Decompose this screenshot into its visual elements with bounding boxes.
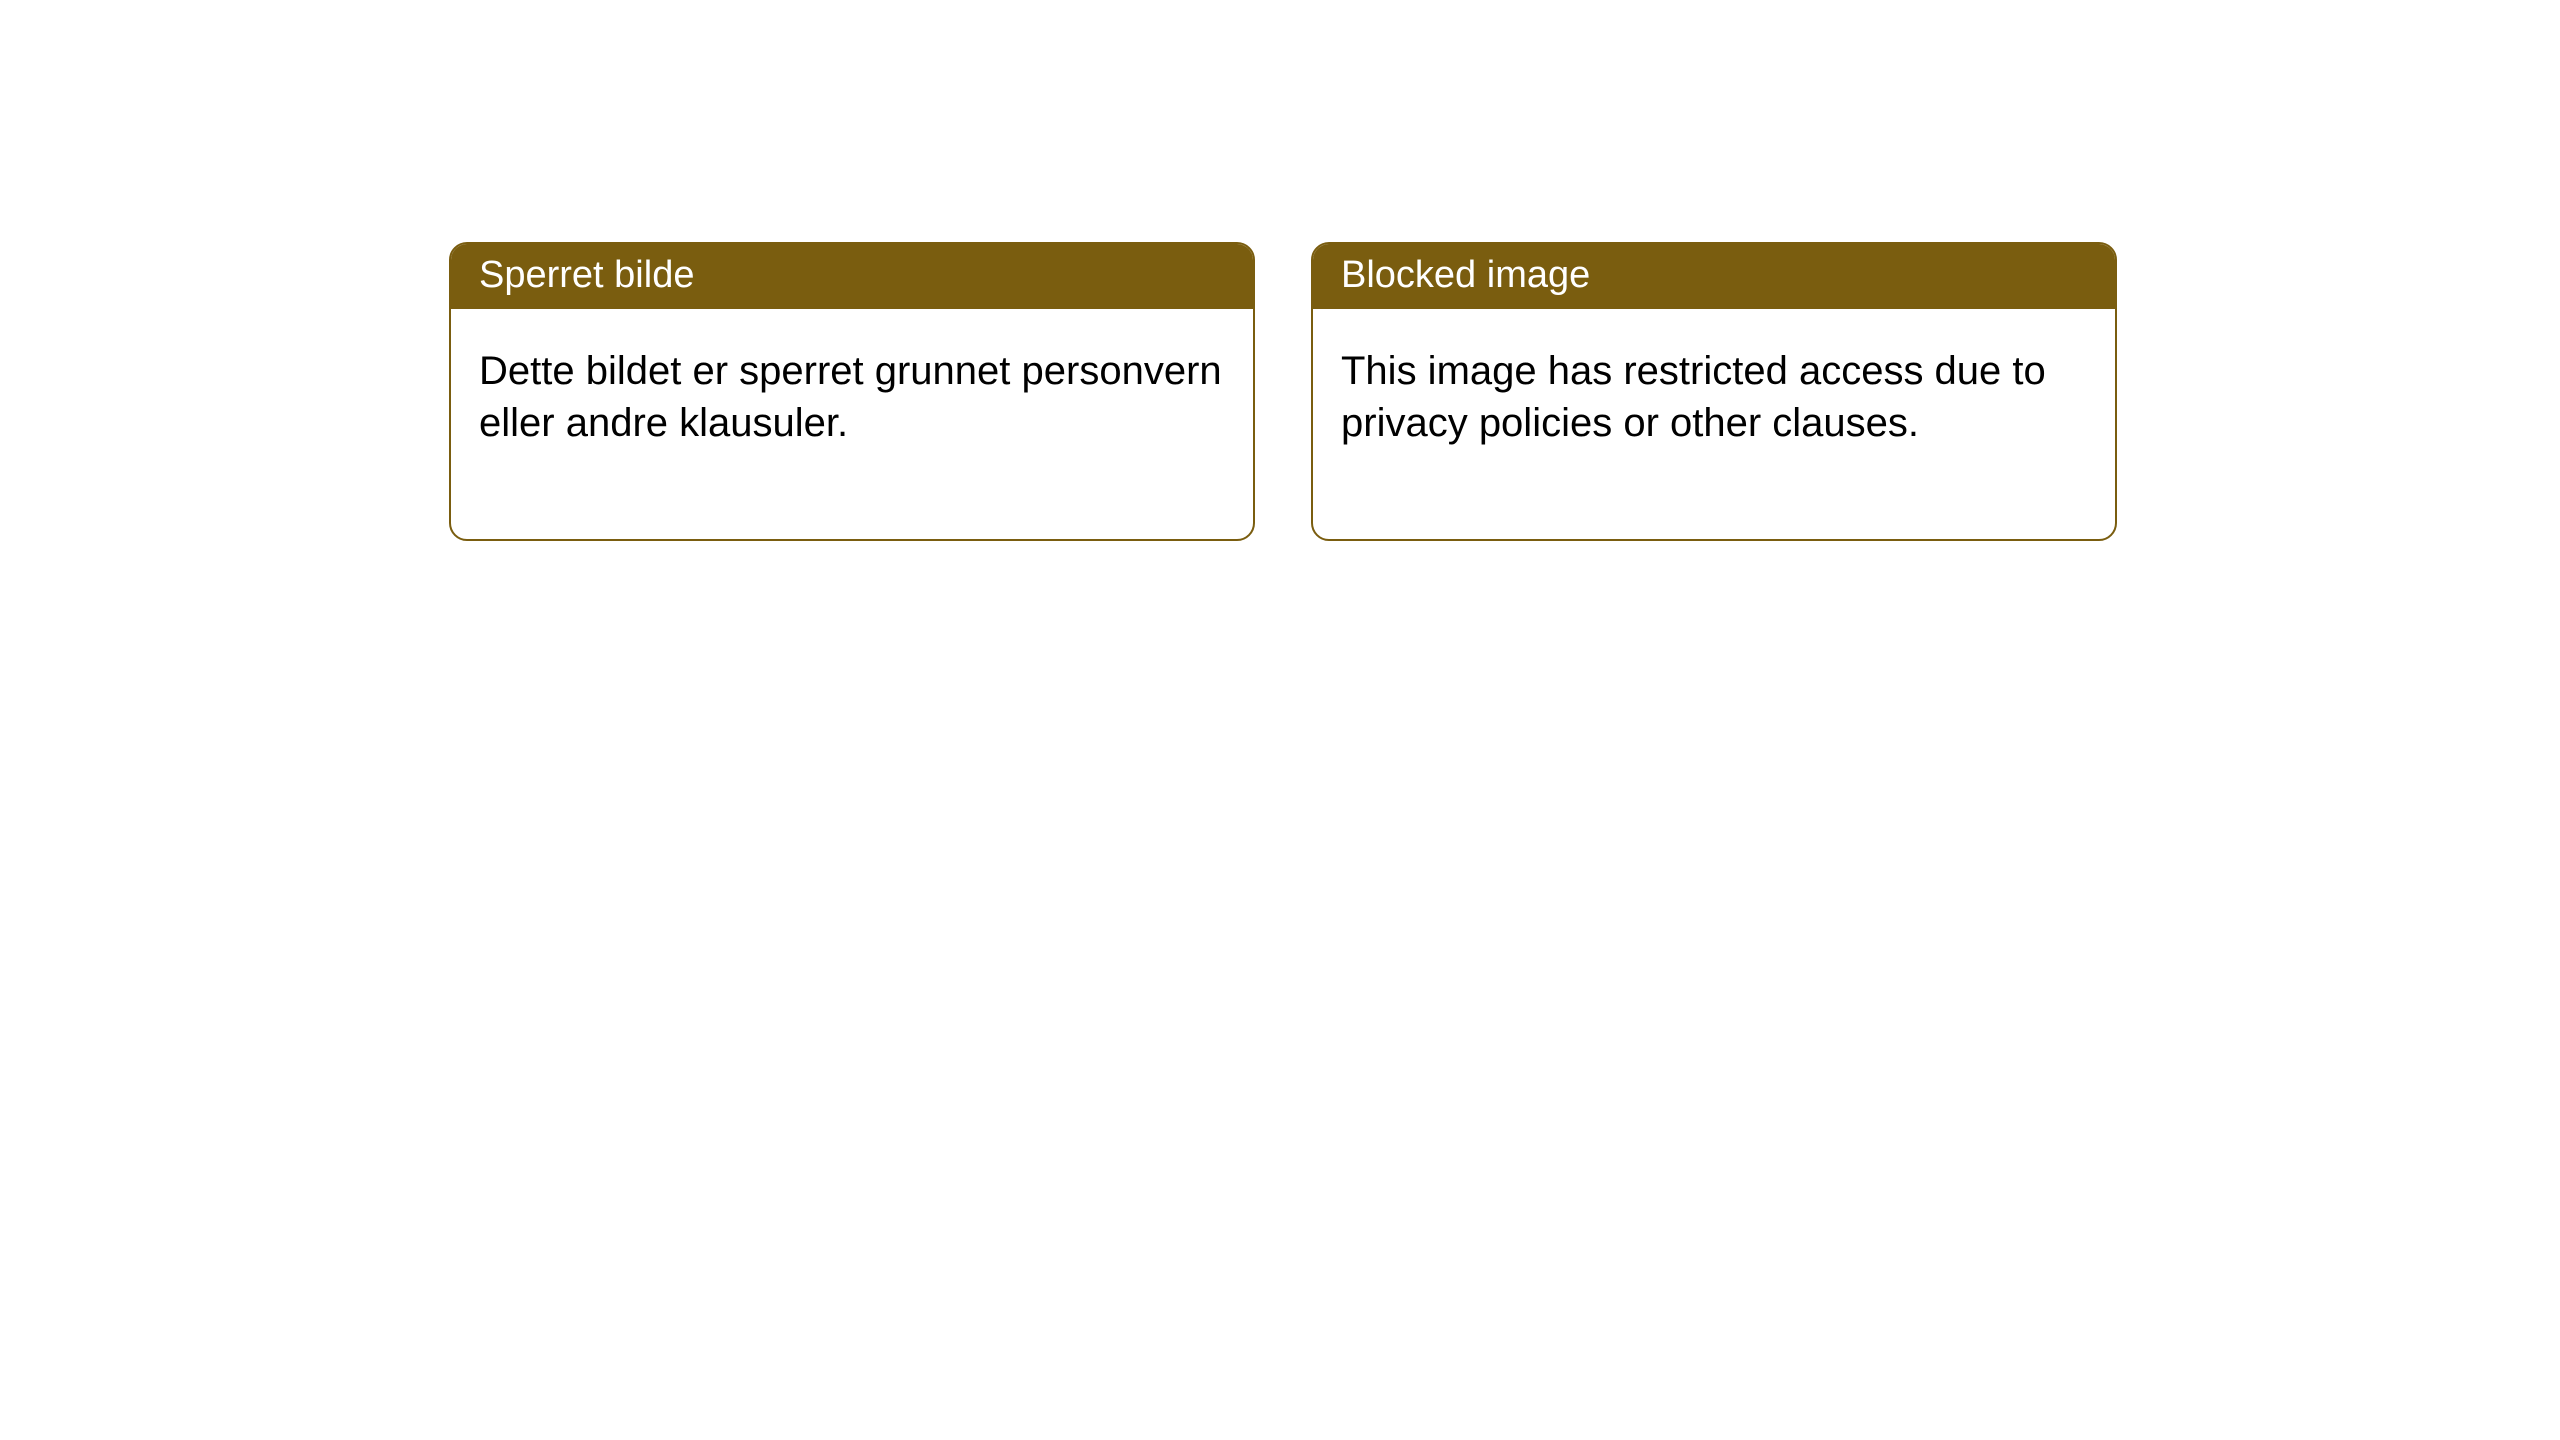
- notice-title-norwegian: Sperret bilde: [451, 244, 1253, 309]
- notice-title-english: Blocked image: [1313, 244, 2115, 309]
- notice-body-norwegian: Dette bildet er sperret grunnet personve…: [451, 309, 1253, 539]
- notice-body-english: This image has restricted access due to …: [1313, 309, 2115, 539]
- notice-card-english: Blocked image This image has restricted …: [1311, 242, 2117, 541]
- notice-card-norwegian: Sperret bilde Dette bildet er sperret gr…: [449, 242, 1255, 541]
- notice-container: Sperret bilde Dette bildet er sperret gr…: [0, 0, 2560, 541]
